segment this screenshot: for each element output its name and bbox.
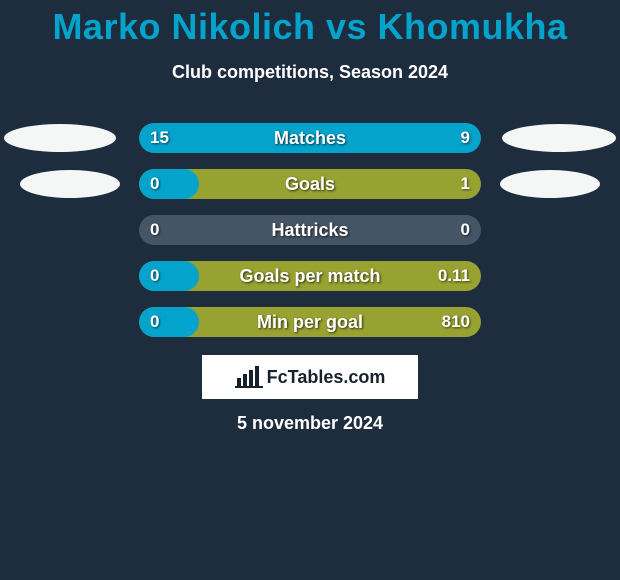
brand-box: FcTables.com	[202, 355, 418, 399]
stat-row: 00Hattricks	[0, 215, 620, 245]
brand-text: FcTables.com	[267, 367, 386, 388]
club-badge-right	[502, 124, 616, 152]
bar-chart-icon	[235, 366, 263, 388]
stat-value-left: 0	[150, 169, 159, 199]
stat-rows: 159Matches01Goals00Hattricks00.11Goals p…	[0, 123, 620, 337]
stat-value-right: 810	[442, 307, 470, 337]
club-badge-right	[500, 170, 600, 198]
stat-value-right: 9	[461, 123, 470, 153]
stat-bar-fill-left	[139, 261, 199, 291]
brand: FcTables.com	[235, 366, 386, 388]
stat-bar-track	[139, 123, 481, 153]
stat-bar-track	[139, 169, 481, 199]
stat-value-right: 0.11	[438, 261, 470, 291]
club-badge-left	[4, 124, 116, 152]
stat-bar-track	[139, 215, 481, 245]
stat-row: 159Matches	[0, 123, 620, 153]
stat-value-right: 0	[461, 215, 470, 245]
stat-value-left: 0	[150, 215, 159, 245]
stat-value-left: 15	[150, 123, 169, 153]
stat-bar-track	[139, 307, 481, 337]
stat-bar-fill-left	[139, 307, 199, 337]
stat-row: 0810Min per goal	[0, 307, 620, 337]
stat-value-left: 0	[150, 261, 159, 291]
stat-value-left: 0	[150, 307, 159, 337]
stat-row: 01Goals	[0, 169, 620, 199]
stat-row: 00.11Goals per match	[0, 261, 620, 291]
comparison-infographic: Marko Nikolich vs Khomukha Club competit…	[0, 0, 620, 434]
stat-bar-fill-left	[139, 123, 481, 153]
stat-bar-fill-left	[139, 169, 199, 199]
page-title: Marko Nikolich vs Khomukha	[0, 6, 620, 48]
stat-value-right: 1	[461, 169, 470, 199]
stat-bar-track	[139, 261, 481, 291]
footer-date: 5 november 2024	[0, 413, 620, 434]
club-badge-left	[20, 170, 120, 198]
subtitle: Club competitions, Season 2024	[0, 62, 620, 83]
